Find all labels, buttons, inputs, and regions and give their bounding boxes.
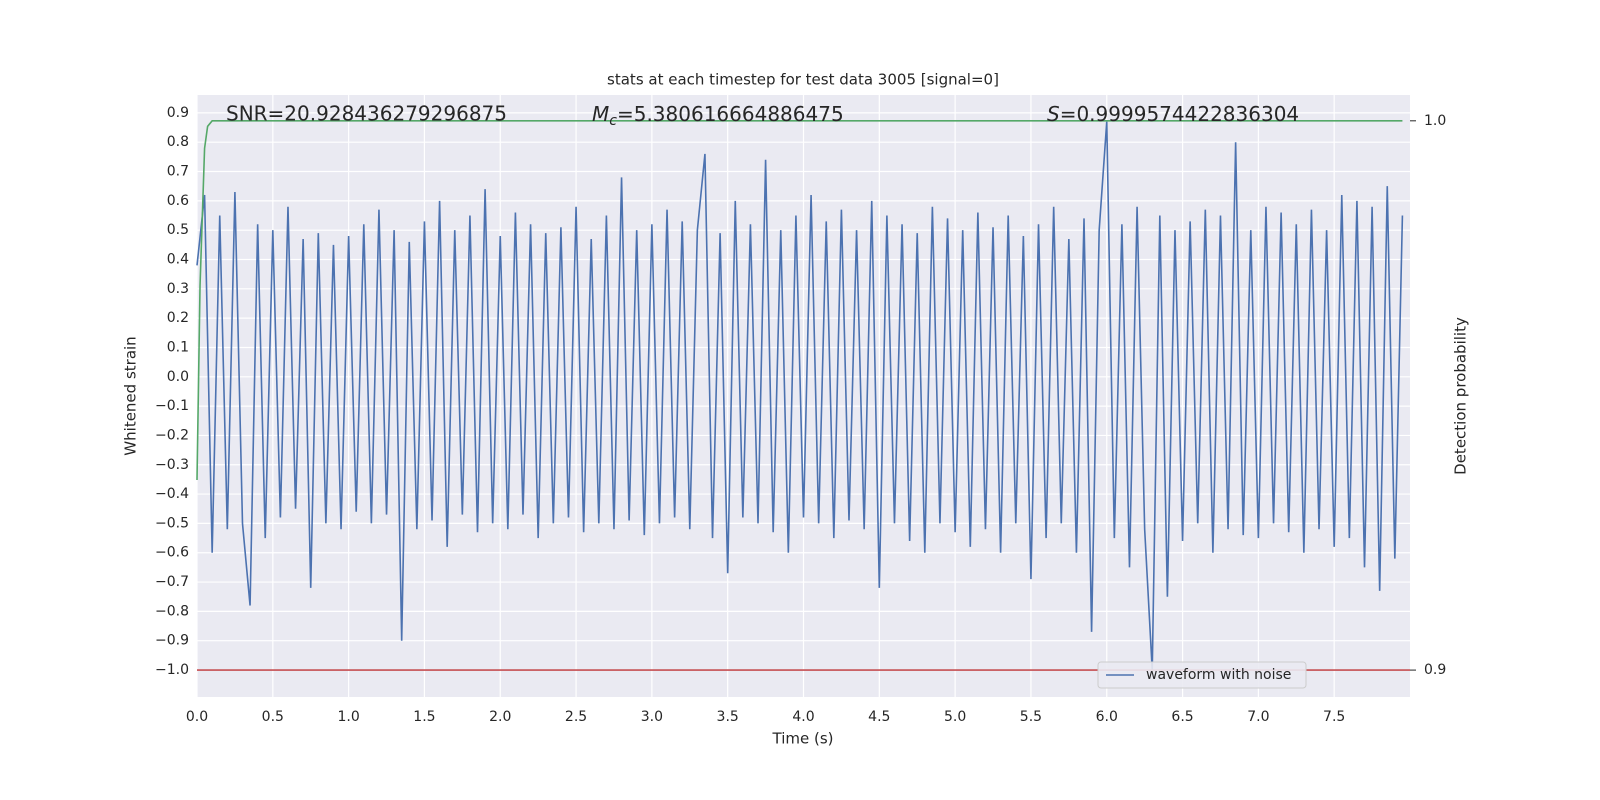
y-tick-label: −1.0 (155, 662, 189, 678)
x-tick-label: 5.0 (944, 709, 966, 725)
y-tick-label: 0.5 (167, 222, 189, 238)
y-tick-label: 0.6 (167, 193, 189, 209)
x-tick-label: 3.0 (641, 709, 663, 725)
y-tick-label: −0.1 (155, 398, 189, 414)
y-tick-label: −0.6 (155, 545, 189, 561)
annotation: Mc=5.380616664886475 (592, 102, 844, 130)
x-tick-label: 0.5 (262, 709, 284, 725)
annotation: S=0.9999574422836304 (1047, 102, 1299, 126)
chart-title: stats at each timestep for test data 300… (607, 71, 999, 89)
x-tick-label: 4.5 (868, 709, 890, 725)
y-tick-label: 0.2 (167, 310, 189, 326)
annotation-subscript: c (609, 113, 617, 129)
x-tick-label: 6.5 (1171, 709, 1193, 725)
x-tick-label: 3.5 (717, 709, 739, 725)
x-tick-label: 5.5 (1020, 709, 1042, 725)
annotation: SNR=20.928436279296875 (226, 102, 507, 126)
y-tick-label: 0.9 (167, 105, 189, 121)
y-tick-label: 0.1 (167, 339, 189, 355)
y-tick-label: −0.4 (155, 486, 189, 502)
y-tick-label: −0.7 (155, 574, 189, 590)
legend-label: waveform with noise (1146, 667, 1291, 683)
y-tick-label: 0.7 (167, 164, 189, 180)
x-axis-label: Time (s) (772, 730, 834, 748)
x-tick-label: 4.0 (792, 709, 814, 725)
y-tick-label: 0.0 (167, 369, 189, 385)
x-tick-label: 1.5 (413, 709, 435, 725)
x-tick-label: 2.0 (489, 709, 511, 725)
x-tick-label: 2.5 (565, 709, 587, 725)
y-tick-label: 0.4 (167, 252, 189, 268)
y-tick-label: −0.3 (155, 457, 189, 473)
annotation-symbol: M (592, 102, 609, 126)
y-tick-label: −0.5 (155, 515, 189, 531)
y2-tick-label: 1.0 (1424, 113, 1446, 129)
x-tick-label: 7.5 (1323, 709, 1345, 725)
y-tick-label: −0.2 (155, 427, 189, 443)
x-tick-label: 1.0 (337, 709, 359, 725)
y-tick-label: −0.8 (155, 603, 189, 619)
legend-box (1097, 661, 1307, 689)
annotation-text: =5.380616664886475 (617, 102, 844, 126)
annotation-text: =0.9999574422836304 (1060, 102, 1299, 126)
probability-line (196, 120, 1403, 481)
y-axis-label: Whitened strain (122, 336, 140, 455)
annotation-symbol: S (1047, 102, 1060, 126)
y-tick-label: 0.3 (167, 281, 189, 297)
x-tick-label: 7.0 (1247, 709, 1269, 725)
x-tick-label: 0.0 (186, 709, 208, 725)
y2-axis-label: Detection probability (1452, 317, 1470, 475)
y-tick-label: 0.8 (167, 134, 189, 150)
legend: waveform with noise (1097, 661, 1307, 689)
y2-tick-label: 0.9 (1424, 662, 1446, 678)
y-tick-label: −0.9 (155, 633, 189, 649)
waveform-line (196, 121, 1404, 671)
x-tick-label: 6.0 (1096, 709, 1118, 725)
